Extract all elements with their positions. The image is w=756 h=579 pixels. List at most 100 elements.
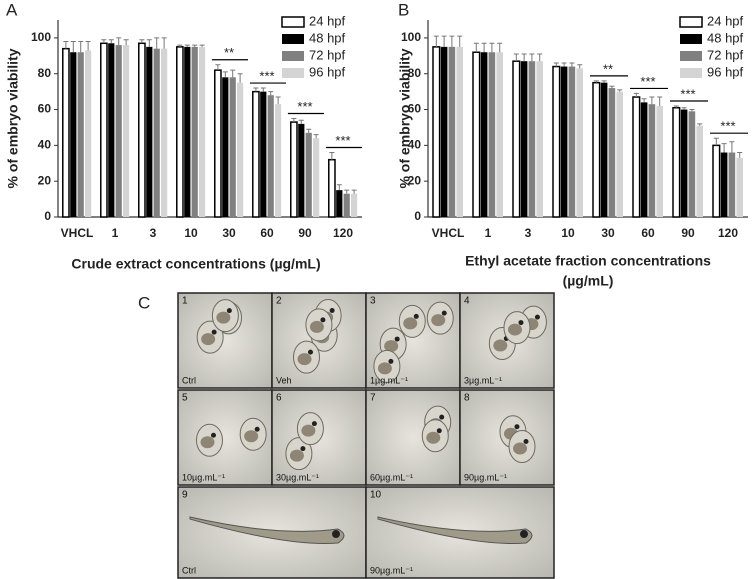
legend-label: 48 hpf — [309, 30, 346, 45]
legend-swatch — [282, 51, 304, 61]
error-bar — [497, 42, 503, 53]
error-bar — [713, 137, 719, 146]
error-bar — [561, 62, 567, 67]
y-tick-label: 0 — [44, 209, 51, 223]
error-bar — [593, 80, 599, 83]
image-caption: Veh — [276, 375, 292, 385]
error-bar — [230, 69, 236, 78]
error-bar — [306, 128, 312, 133]
bar — [214, 69, 222, 218]
bar — [108, 43, 115, 218]
error-bar — [146, 39, 152, 47]
bar — [736, 157, 743, 217]
error-bar — [78, 40, 84, 53]
bar — [512, 60, 521, 218]
embryo-eye — [211, 329, 217, 335]
bar — [696, 125, 703, 217]
embryo-eye — [329, 308, 335, 314]
bar — [600, 82, 608, 217]
x-axis-label: Crude extract concentrations (µg/mL) — [71, 256, 320, 272]
embryo-eye — [439, 414, 445, 420]
embryo-yolk — [431, 314, 446, 327]
bar — [305, 132, 312, 217]
x-tick-label: 3 — [525, 226, 532, 240]
bar — [448, 46, 456, 218]
bar — [237, 82, 244, 217]
embryo-eye — [210, 432, 216, 438]
image-caption: 10µg.mL⁻¹ — [182, 472, 225, 482]
significance-label: ** — [224, 45, 234, 60]
x-tick-label: 10 — [561, 226, 575, 240]
bar — [351, 193, 358, 217]
bar — [728, 152, 736, 217]
error-bar — [577, 64, 583, 69]
error-bar — [641, 98, 647, 103]
error-bar — [537, 53, 543, 62]
embryo-yolk — [301, 424, 316, 437]
legend-swatch — [680, 51, 702, 61]
bar — [313, 138, 320, 217]
bar — [146, 46, 153, 218]
error-bar — [513, 53, 519, 62]
significance-label: *** — [680, 86, 695, 101]
error-bar — [85, 40, 91, 51]
y-axis-label: % of embryo viability — [5, 48, 21, 188]
bar — [592, 81, 601, 218]
x-axis-label: (µg/mL) — [563, 273, 614, 289]
legend-swatch — [679, 16, 703, 28]
significance-label: *** — [720, 119, 735, 134]
bar — [343, 193, 350, 217]
bar — [199, 46, 206, 218]
bar — [70, 52, 77, 218]
image-caption: 90µg.mL⁻¹ — [464, 472, 507, 482]
y-tick-label: 100 — [31, 30, 51, 44]
embryo-yolk — [513, 442, 528, 455]
error-bar — [529, 53, 535, 62]
bar — [480, 52, 488, 218]
bar — [191, 46, 198, 218]
legend-label: 72 hpf — [309, 47, 346, 62]
bar — [720, 152, 728, 217]
error-bar — [737, 152, 743, 158]
bar — [432, 46, 441, 218]
bar — [712, 144, 721, 218]
significance-label: ** — [603, 61, 613, 76]
embryo-eye — [518, 320, 524, 326]
bar — [161, 48, 168, 218]
x-tick-label: 90 — [298, 226, 312, 240]
bar — [176, 46, 184, 218]
bar — [123, 45, 130, 218]
legend-label: 24 hpf — [707, 13, 744, 28]
legend-label: 24 hpf — [309, 13, 346, 28]
error-bar — [329, 152, 335, 160]
image-number: 4 — [464, 296, 470, 307]
error-bar — [521, 53, 527, 62]
panel-label: A — [6, 0, 18, 19]
error-bar — [441, 35, 447, 47]
image-caption: 60µg.mL⁻¹ — [370, 472, 413, 482]
image-number: 10 — [370, 490, 382, 501]
significance-label: *** — [335, 133, 350, 148]
error-bar — [70, 40, 76, 53]
embryo-eye — [436, 428, 442, 434]
error-bar — [681, 107, 687, 110]
error-bar — [177, 44, 183, 47]
error-bar — [63, 40, 69, 49]
x-axis-label: Ethyl acetate fraction concentrations — [465, 253, 711, 269]
error-bar — [298, 119, 304, 124]
bar — [260, 91, 267, 217]
error-bar — [184, 44, 190, 47]
error-bar — [161, 37, 167, 49]
larva-eye — [332, 530, 340, 539]
error-bar — [139, 39, 145, 44]
x-tick-label: 1 — [112, 226, 119, 240]
error-bar — [123, 39, 129, 46]
image-caption: 90µg.mL⁻¹ — [370, 565, 413, 575]
bar — [528, 61, 536, 217]
error-bar — [215, 64, 221, 71]
y-tick-label: 100 — [401, 30, 421, 44]
image-caption: 3µg.mL⁻¹ — [464, 375, 502, 385]
image-number: 6 — [276, 393, 282, 404]
bar — [456, 46, 463, 218]
error-bar — [473, 42, 479, 53]
